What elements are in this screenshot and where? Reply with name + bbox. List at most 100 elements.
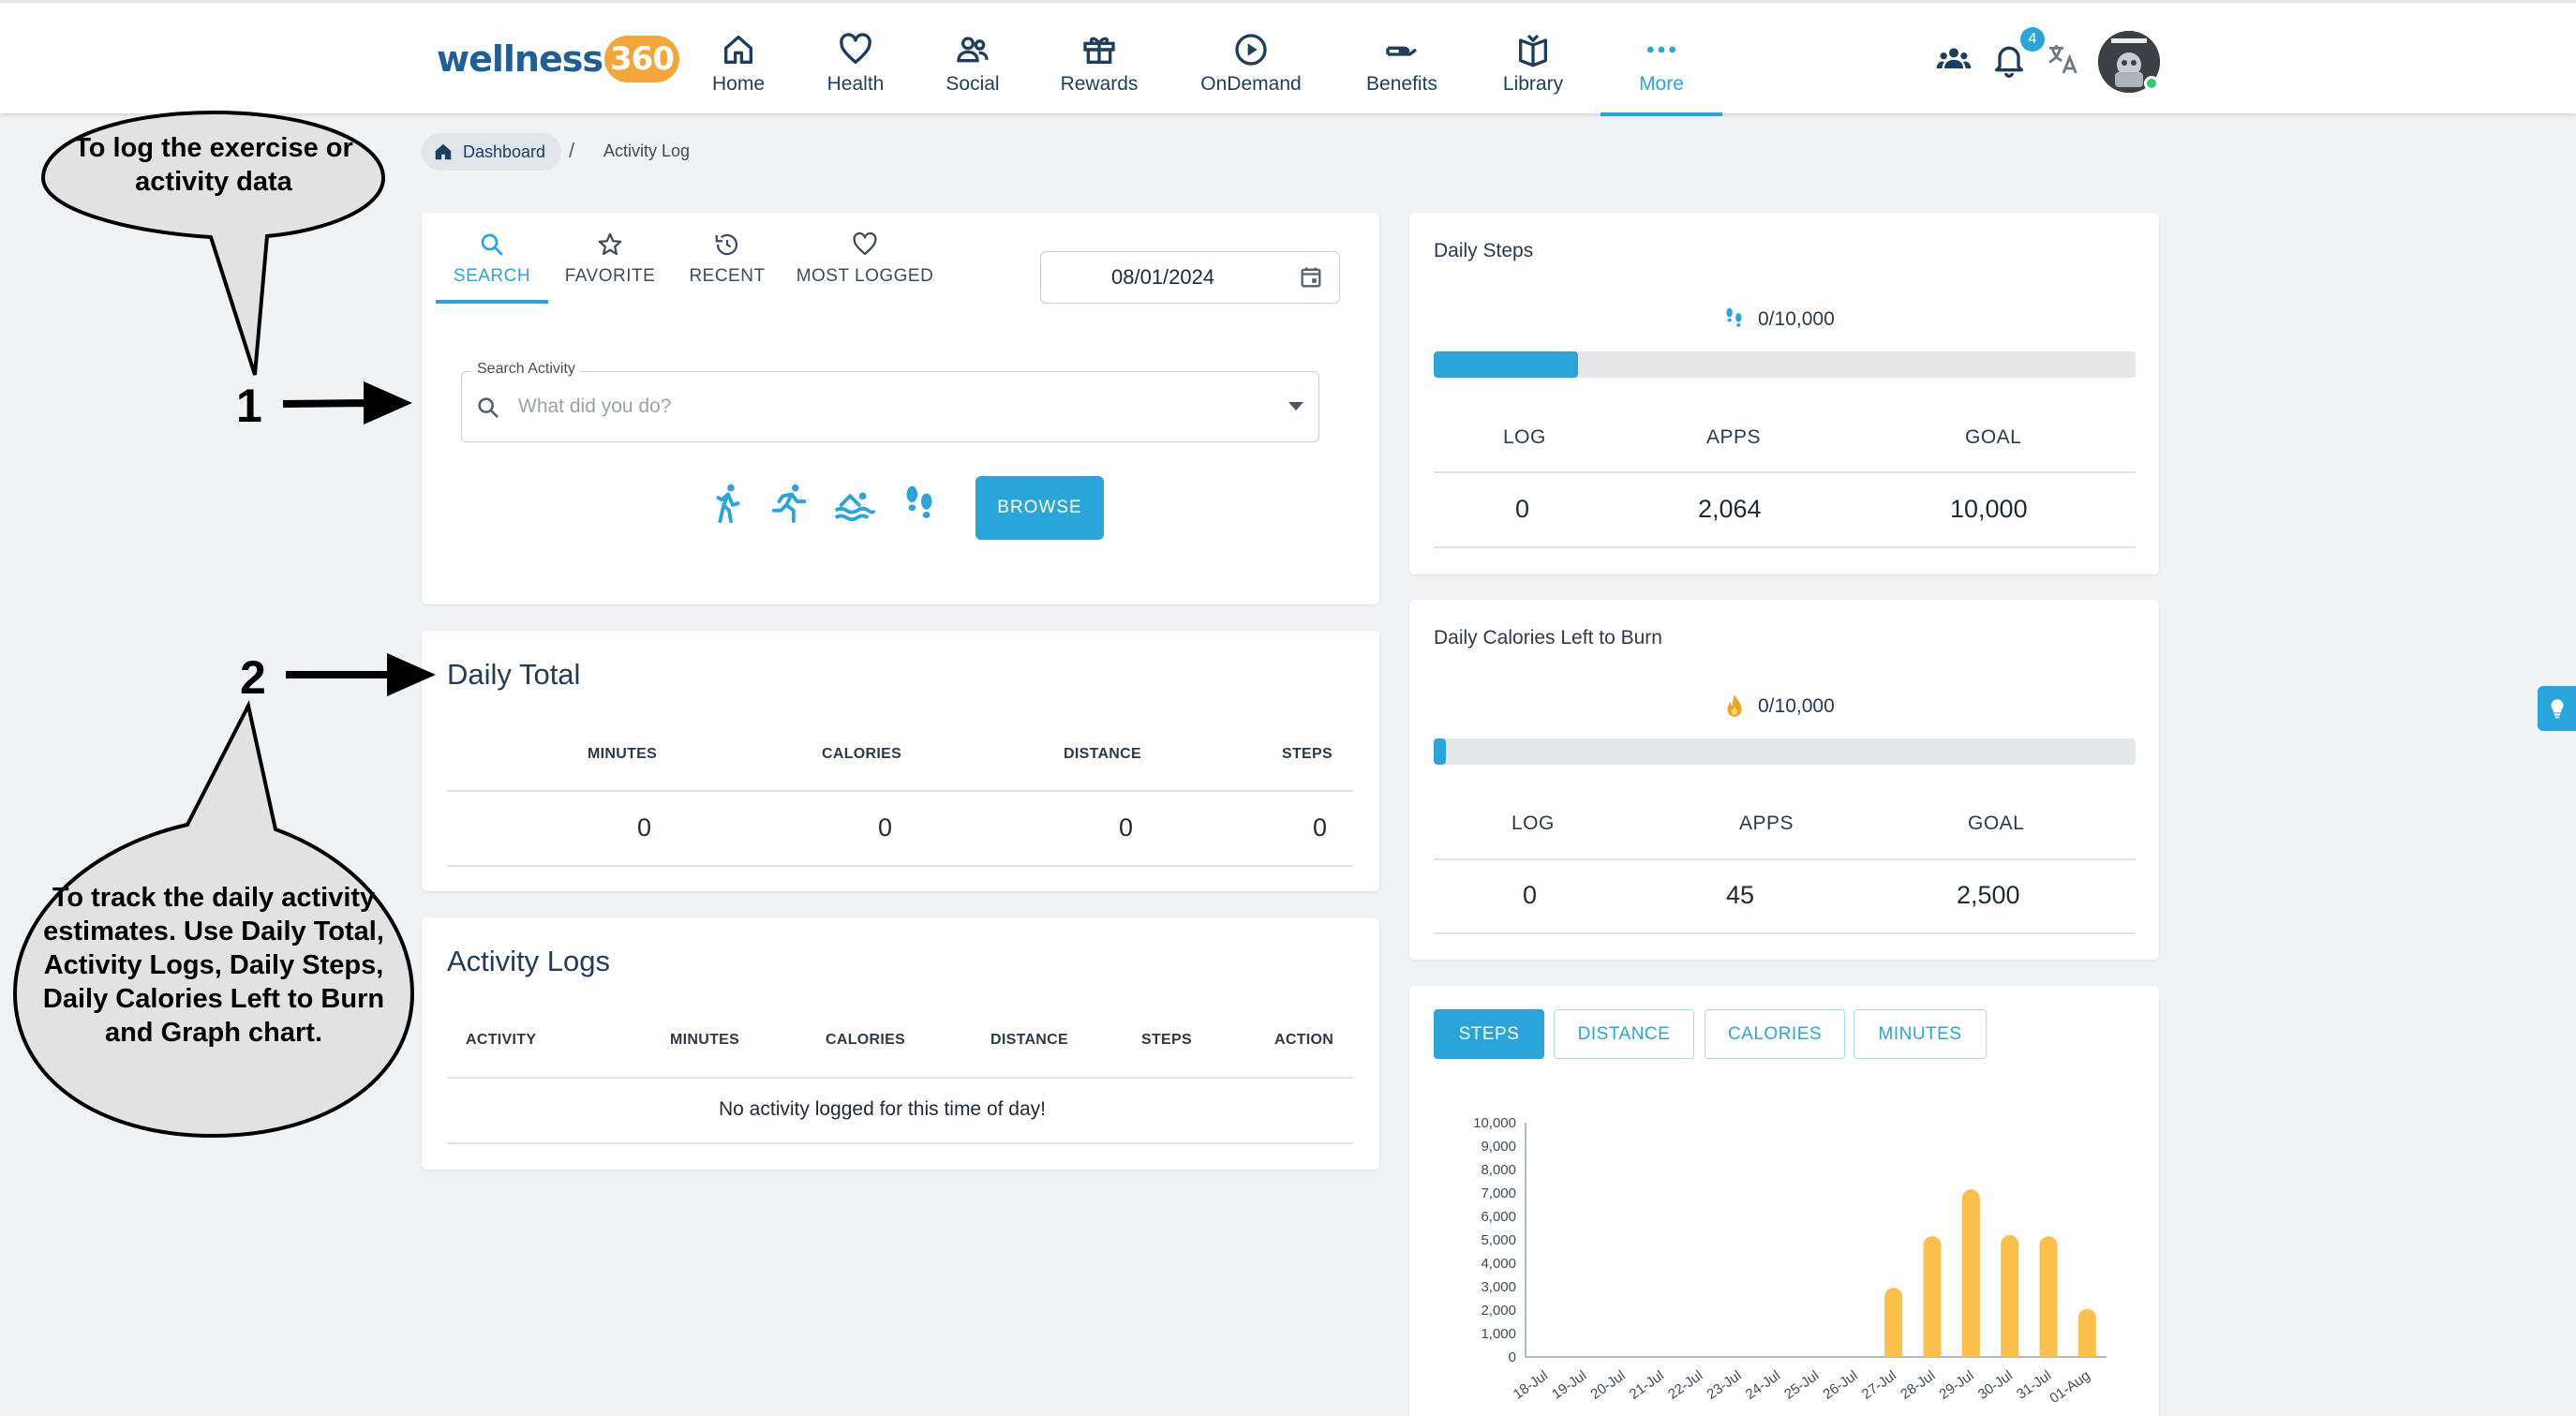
top-navigation-bar: wellness 360 Home Health Social Rewards O… bbox=[0, 0, 2576, 116]
swimming-icon[interactable] bbox=[832, 480, 875, 527]
daily-steps-ratio: 0/10,000 bbox=[1722, 306, 1835, 334]
community-button[interactable] bbox=[1935, 40, 1973, 82]
callout-2-text: To track the daily activity estimates. U… bbox=[42, 883, 385, 1048]
search-activity-label: Search Activity bbox=[471, 361, 581, 378]
date-picker[interactable]: 08/01/2024 bbox=[1040, 251, 1340, 304]
star-icon bbox=[598, 232, 622, 256]
activity-logs-title: Activity Logs bbox=[447, 945, 611, 977]
daily-total-head-distance: DISTANCE bbox=[1064, 746, 1141, 762]
breadcrumb-dashboard-label: Dashboard bbox=[463, 142, 546, 161]
home-icon bbox=[435, 143, 452, 160]
chart-y-tick-label: 6,000 bbox=[1481, 1209, 1516, 1225]
tab-most-logged[interactable]: MOST LOGGED bbox=[797, 231, 933, 304]
daily-total-head-steps: STEPS bbox=[1282, 746, 1333, 762]
calendar-icon[interactable] bbox=[1298, 264, 1324, 291]
steps-bar-chart: 0 1,000 2,000 3,000 4,000 5,000 6,000 7,000 8,00… bbox=[1473, 1115, 2107, 1407]
chart-bar bbox=[2039, 1236, 2058, 1357]
footsteps-icon bbox=[1726, 307, 1742, 327]
divider bbox=[447, 1142, 1353, 1144]
chart-y-tick-label: 2,000 bbox=[1481, 1303, 1516, 1319]
search-activity-input[interactable] bbox=[518, 389, 1249, 425]
dropdown-arrow-icon[interactable] bbox=[1288, 402, 1303, 410]
history-icon bbox=[715, 233, 738, 256]
nav-health[interactable]: Health bbox=[795, 31, 916, 116]
tab-favorite[interactable]: FAVORITE bbox=[560, 231, 660, 304]
nav-rewards-label: Rewards bbox=[1060, 73, 1139, 95]
help-tab[interactable] bbox=[2538, 686, 2576, 731]
search-activity-field[interactable]: Search Activity bbox=[461, 361, 1319, 442]
activity-logs-head-action: ACTION bbox=[1274, 1032, 1334, 1048]
chart-y-tick-label: 7,000 bbox=[1481, 1185, 1516, 1201]
running-icon[interactable] bbox=[768, 480, 812, 527]
divider bbox=[447, 1077, 1353, 1079]
nav-health-label: Health bbox=[826, 73, 885, 95]
daily-steps-progress-fill bbox=[1434, 351, 1579, 378]
footsteps-icon[interactable] bbox=[898, 480, 941, 527]
chart-bar bbox=[1884, 1288, 1903, 1357]
tab-favorite-label: FAVORITE bbox=[564, 266, 656, 286]
nav-more[interactable]: More bbox=[1601, 31, 1722, 116]
nav-social-label: Social bbox=[946, 73, 1000, 95]
nav-ondemand[interactable]: OnDemand bbox=[1190, 31, 1312, 116]
daily-total-minutes: 0 bbox=[637, 813, 652, 842]
tab-search[interactable]: SEARCH bbox=[436, 231, 548, 304]
chart-y-tick-label: 8,000 bbox=[1481, 1162, 1516, 1178]
notifications-button[interactable]: 4 bbox=[1990, 27, 2045, 82]
browse-button[interactable]: BROWSE bbox=[975, 476, 1104, 540]
breadcrumb-separator: / bbox=[569, 139, 575, 162]
chart-y-tick-label: 10,000 bbox=[1473, 1115, 1516, 1131]
daily-total-calories: 0 bbox=[878, 813, 893, 842]
activity-logs-head-steps: STEPS bbox=[1141, 1032, 1192, 1048]
chart-y-tick-label: 1,000 bbox=[1481, 1326, 1516, 1342]
divider bbox=[447, 865, 1353, 867]
nav-more-label: More bbox=[1639, 73, 1684, 95]
divider bbox=[1434, 471, 2136, 473]
heart-outline-icon bbox=[853, 231, 877, 256]
chart-bar bbox=[2077, 1308, 2096, 1357]
breadcrumb-current: Activity Log bbox=[603, 142, 691, 160]
play-icon bbox=[1235, 34, 1267, 66]
divider bbox=[1434, 932, 2136, 934]
nav-benefits[interactable]: Benefits bbox=[1341, 31, 1463, 116]
daily-calories-log-value: 0 bbox=[1523, 881, 1538, 909]
daily-total-distance: 0 bbox=[1119, 813, 1134, 842]
nav-home-label: Home bbox=[711, 73, 766, 95]
chart-tab-minutes[interactable]: MINUTES bbox=[1854, 1009, 1987, 1059]
translate-icon bbox=[2048, 45, 2077, 74]
book-icon bbox=[1519, 34, 1547, 67]
activity-logs-head-distance: DISTANCE bbox=[990, 1032, 1068, 1048]
breadcrumb-dashboard[interactable]: Dashboard bbox=[422, 133, 562, 171]
nav-home[interactable]: Home bbox=[678, 31, 799, 116]
wellness360-logo[interactable]: wellness 360 bbox=[437, 31, 679, 87]
chart-y-tick-label: 9,000 bbox=[1481, 1139, 1516, 1155]
daily-calories-head-log: LOG bbox=[1511, 812, 1555, 834]
chart-y-tick-label: 5,000 bbox=[1481, 1232, 1516, 1248]
nav-library-label: Library bbox=[1502, 73, 1564, 95]
chart-bar bbox=[2001, 1235, 2019, 1357]
chart-tab-calories[interactable]: CALORIES bbox=[1705, 1009, 1845, 1059]
date-value: 08/01/2024 bbox=[1111, 265, 1215, 289]
hand-icon bbox=[1386, 46, 1417, 56]
daily-total-head-calories: CALORIES bbox=[822, 746, 902, 762]
annotation-arrowhead-2 bbox=[387, 653, 436, 696]
walking-icon[interactable] bbox=[707, 480, 751, 527]
nav-ondemand-label: OnDemand bbox=[1200, 73, 1302, 95]
daily-steps-title: Daily Steps bbox=[1434, 240, 1534, 261]
nav-social[interactable]: Social bbox=[912, 31, 1034, 116]
tab-recent[interactable]: RECENT bbox=[687, 231, 767, 304]
daily-steps-progress bbox=[1434, 351, 2136, 378]
daily-calories-head-apps: APPS bbox=[1739, 812, 1794, 834]
daily-total-title: Daily Total bbox=[447, 658, 581, 691]
nav-library[interactable]: Library bbox=[1472, 31, 1594, 116]
nav-rewards[interactable]: Rewards bbox=[1038, 31, 1160, 116]
daily-total-steps: 0 bbox=[1313, 813, 1328, 842]
annotation-arrow-1 bbox=[282, 399, 376, 408]
callout-bubble-2 bbox=[12, 700, 415, 1139]
annotation-number-1: 1 bbox=[236, 380, 262, 432]
chart-tab-distance[interactable]: DISTANCE bbox=[1554, 1009, 1694, 1059]
chart-tab-steps[interactable]: STEPS bbox=[1434, 1009, 1544, 1059]
activity-logs-head-minutes: MINUTES bbox=[670, 1032, 740, 1048]
people-icon bbox=[957, 37, 989, 63]
translate-button[interactable] bbox=[2045, 40, 2082, 82]
